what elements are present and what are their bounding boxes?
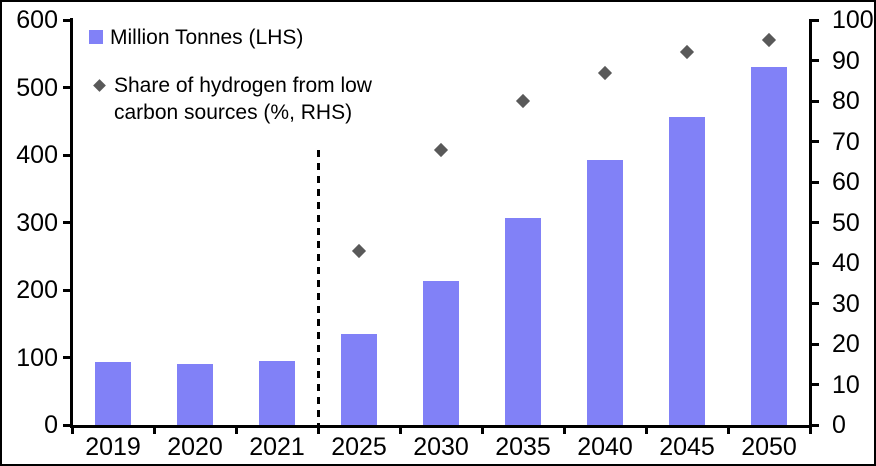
y-axis-right-tick bbox=[810, 99, 819, 103]
y-axis-right-tick-label: 50 bbox=[832, 208, 860, 237]
y-axis-right-tick-label: 80 bbox=[832, 87, 860, 115]
bar-2030 bbox=[423, 281, 459, 425]
x-axis-tick-label: 2019 bbox=[85, 433, 141, 461]
bar-2020 bbox=[177, 363, 213, 425]
y-axis-right-tick bbox=[810, 261, 819, 265]
y-axis-right-tick bbox=[810, 59, 819, 62]
x-axis-tick bbox=[480, 425, 484, 434]
y-axis-right-tick-label: 90 bbox=[832, 46, 860, 75]
y-axis-left-tick-label: 200 bbox=[16, 276, 58, 304]
y-axis-right-tick bbox=[810, 302, 819, 305]
y-axis-right-tick-label: 70 bbox=[832, 127, 860, 156]
x-axis-tick bbox=[70, 425, 74, 434]
y-axis-right-tick bbox=[810, 423, 819, 427]
y-axis-left-tick-label: 0 bbox=[44, 411, 58, 439]
y-axis-right-tick-label: 30 bbox=[832, 289, 860, 318]
y-axis-right-tick bbox=[810, 342, 819, 346]
x-axis-tick-label: 2020 bbox=[167, 433, 223, 461]
scatter-point-2035 bbox=[515, 93, 531, 109]
scatter-point-2050 bbox=[761, 33, 777, 48]
scatter-point-2030 bbox=[433, 142, 449, 157]
y-axis-right-tick-label: 100 bbox=[832, 6, 874, 34]
y-axis-left-tick bbox=[63, 221, 72, 224]
x-axis-tick bbox=[726, 425, 730, 434]
x-axis-tick-label: 2025 bbox=[331, 433, 387, 461]
x-axis-tick-label: 2045 bbox=[659, 433, 715, 461]
bar-2025 bbox=[341, 333, 377, 425]
y-axis-left-tick bbox=[63, 288, 72, 292]
x-axis-tick-label: 2050 bbox=[741, 433, 797, 461]
y-axis-right-tick bbox=[810, 180, 819, 184]
y-axis-left-tick-label: 100 bbox=[16, 343, 58, 372]
x-axis-tick-label: 2030 bbox=[413, 433, 469, 461]
x-axis-tick-label: 2035 bbox=[495, 433, 551, 461]
y-axis-right-tick bbox=[810, 221, 819, 224]
scatter-point-2025 bbox=[351, 243, 367, 258]
y-axis-left-tick bbox=[63, 86, 72, 89]
y-axis-right-tick bbox=[810, 18, 819, 22]
y-axis-right-tick-label: 40 bbox=[832, 249, 860, 277]
x-axis-tick bbox=[234, 425, 238, 434]
x-axis-tick bbox=[644, 425, 648, 434]
y-axis-right-tick bbox=[810, 383, 819, 386]
scatter-point-2040 bbox=[597, 65, 613, 80]
y-axis-left-tick-label: 600 bbox=[16, 6, 58, 34]
x-axis-tick bbox=[152, 425, 156, 434]
scatter-point-2045 bbox=[679, 45, 695, 60]
x-axis-tick bbox=[316, 425, 320, 434]
x-axis-tick bbox=[398, 425, 402, 434]
bar-2040 bbox=[587, 160, 623, 425]
x-axis-tick-label: 2021 bbox=[249, 433, 305, 461]
x-axis-line bbox=[70, 425, 812, 428]
y-axis-right-tick-label: 0 bbox=[832, 411, 846, 439]
bar-2035 bbox=[505, 218, 541, 425]
y-axis-right-tick-label: 20 bbox=[832, 330, 860, 358]
bar-2021 bbox=[259, 360, 295, 425]
forecast-divider-line bbox=[316, 150, 320, 425]
x-axis-tick-label: 2040 bbox=[577, 433, 633, 461]
x-axis-tick bbox=[562, 425, 566, 434]
y-axis-left-tick-label: 400 bbox=[16, 141, 58, 169]
bar-2019 bbox=[95, 362, 131, 425]
y-axis-left-tick bbox=[63, 153, 72, 157]
bar-2045 bbox=[669, 117, 705, 425]
y-axis-left-tick bbox=[63, 423, 72, 427]
y-axis-right-tick-label: 10 bbox=[832, 370, 860, 399]
x-axis-tick bbox=[808, 425, 812, 434]
bar-2050 bbox=[751, 67, 787, 425]
y-axis-left-tick-label: 300 bbox=[16, 208, 58, 237]
y-axis-left-tick bbox=[63, 356, 72, 359]
y-axis-right-tick bbox=[810, 140, 819, 143]
y-axis-left-tick-label: 500 bbox=[16, 73, 58, 102]
y-axis-right-tick-label: 60 bbox=[832, 168, 860, 196]
y-axis-left-tick bbox=[63, 18, 72, 22]
